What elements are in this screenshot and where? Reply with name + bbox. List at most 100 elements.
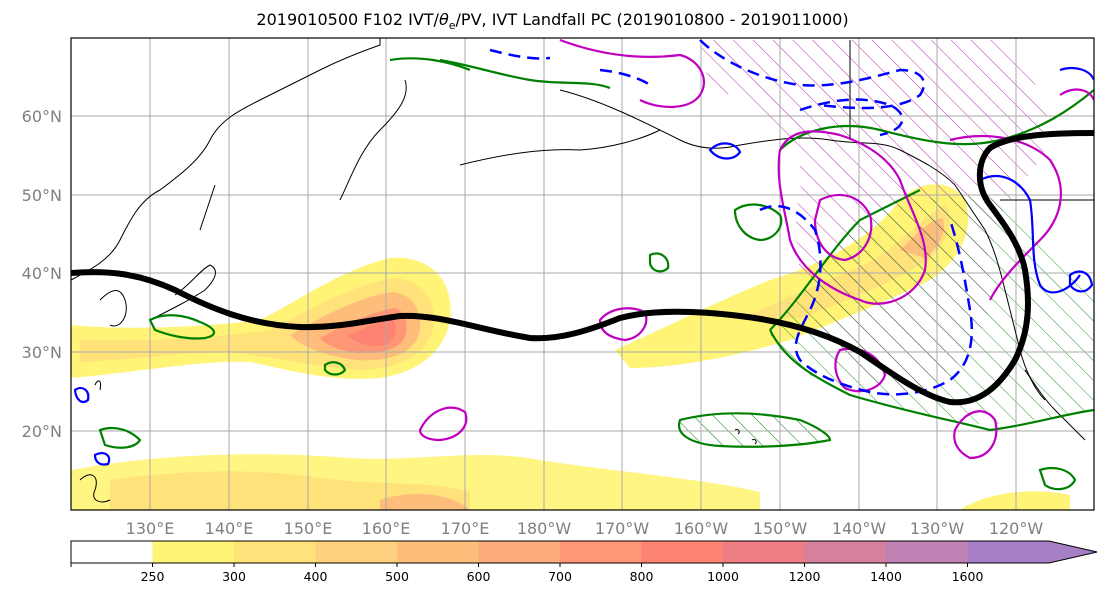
colorbar-segment bbox=[641, 541, 724, 563]
pv-contour-north bbox=[559, 38, 706, 109]
lon-label-150w: 150°W bbox=[753, 519, 808, 538]
colorbar-segment bbox=[723, 541, 805, 563]
hatch-green-east-pacific bbox=[679, 413, 830, 447]
pv-contour-mid bbox=[598, 307, 648, 342]
pv-contour-south bbox=[834, 347, 887, 393]
theta-e-contour-ne bbox=[779, 89, 1094, 151]
colorbar: 250 300 400 500 600 700 800 1000 1200 1400 1600 bbox=[70, 540, 1098, 584]
coast-taiwan bbox=[94, 380, 101, 391]
colorbar-label: 1200 bbox=[789, 569, 821, 584]
theta-e-contour-small1 bbox=[323, 361, 347, 376]
colorbar-segment bbox=[397, 541, 479, 563]
lon-label-140w: 140°W bbox=[832, 519, 887, 538]
coast-kamchatka bbox=[339, 79, 407, 201]
lat-label-40n: 40°N bbox=[22, 264, 62, 283]
coast-na-west bbox=[954, 184, 1046, 401]
theta-e-contour-epac bbox=[677, 412, 832, 448]
blue-contour-wpac bbox=[93, 452, 111, 466]
dashed-contour-north bbox=[699, 39, 926, 110]
pv-contour-east bbox=[949, 134, 1062, 301]
lon-label-180w: 180°W bbox=[517, 519, 572, 538]
coast-hawaii bbox=[734, 429, 757, 445]
colorbar-segment bbox=[315, 541, 398, 563]
pv-contour-inner bbox=[813, 193, 873, 262]
colorbar-segment bbox=[234, 541, 316, 563]
coast-sakhalin bbox=[199, 184, 216, 231]
lon-label-160e: 160°E bbox=[362, 519, 411, 538]
map-frame bbox=[70, 37, 1095, 511]
colorbar-segment bbox=[560, 541, 642, 563]
blue-contour-sw bbox=[1068, 270, 1094, 293]
theta-e-contour-tropics bbox=[98, 426, 142, 449]
colorbar-segment bbox=[71, 541, 153, 563]
lon-label-150e: 150°E bbox=[284, 519, 333, 538]
map-title: 2019010500 F102 IVT/θe/PV, IVT Landfall … bbox=[256, 10, 849, 33]
pv-contour-main bbox=[777, 130, 927, 305]
colorbar-outline bbox=[70, 540, 1098, 564]
theta-e-contour-coast bbox=[769, 189, 921, 331]
colorbar-segment bbox=[967, 541, 1097, 563]
lat-label-20n: 20°N bbox=[22, 422, 62, 441]
theta-e-contour-hatch bbox=[769, 329, 1094, 432]
dashed-contour-ne bbox=[799, 98, 904, 137]
ivt-patch-se bbox=[960, 491, 1070, 510]
blue-solid-contours bbox=[73, 66, 1094, 466]
lon-label-170e: 170°E bbox=[441, 519, 490, 538]
lon-label-140e: 140°E bbox=[205, 519, 254, 538]
colorbar-segment bbox=[152, 541, 235, 563]
lon-label-170w: 170°W bbox=[595, 519, 650, 538]
colorbar-label: 300 bbox=[222, 569, 246, 584]
theta-e-contour-sw bbox=[1038, 466, 1077, 491]
ivt-west-plume-5 bbox=[348, 320, 396, 346]
coast-aleutians bbox=[459, 129, 661, 166]
landfall-pc-contour bbox=[71, 130, 1094, 406]
pv-contour-trop1 bbox=[418, 406, 468, 442]
coast-korea bbox=[99, 290, 127, 327]
lon-label-120w: 120°W bbox=[989, 519, 1044, 538]
lat-label-60n: 60°N bbox=[22, 107, 62, 126]
dashed-contour-nw bbox=[489, 48, 651, 87]
coast-philippines bbox=[79, 474, 111, 503]
theta-e-contour-wpac bbox=[148, 314, 216, 340]
colorbar-label: 250 bbox=[141, 569, 165, 584]
colorbar-segment bbox=[804, 541, 887, 563]
coast-baja bbox=[1024, 369, 1086, 441]
pv-contour-trop2 bbox=[953, 410, 998, 460]
theta-e-contour-north bbox=[389, 57, 611, 90]
map-area bbox=[71, 38, 1094, 510]
lon-label-160w: 160°W bbox=[674, 519, 729, 538]
colorbar-segment bbox=[886, 541, 968, 563]
colorbar-segment bbox=[478, 541, 561, 563]
colorbar-label: 1000 bbox=[707, 569, 739, 584]
blue-contour-ne bbox=[1059, 66, 1094, 81]
blue-contour-alaska bbox=[708, 142, 742, 160]
blue-contour-coast bbox=[979, 175, 1081, 294]
lat-label-30n: 30°N bbox=[22, 343, 62, 362]
colorbar-label: 1400 bbox=[870, 569, 902, 584]
ivt-tropical-core2 bbox=[380, 494, 470, 510]
blue-contour-west bbox=[73, 386, 90, 404]
pv-contours bbox=[418, 38, 1094, 460]
coast-japan bbox=[149, 264, 216, 321]
gridlines bbox=[71, 38, 1094, 510]
lat-labels: 60°N 50°N 40°N 30°N 20°N bbox=[22, 107, 62, 441]
lon-label-130e: 130°E bbox=[126, 519, 175, 538]
colorbar-label: 400 bbox=[304, 569, 328, 584]
lon-labels: 130°E 140°E 150°E 160°E 170°E 180°W 170°… bbox=[126, 519, 1044, 538]
colorbar-label: 1600 bbox=[952, 569, 984, 584]
lon-label-130w: 130°W bbox=[910, 519, 965, 538]
theta-e-contour-small2 bbox=[648, 252, 670, 273]
theta-e-contours bbox=[98, 57, 1094, 491]
colorbar-label: 700 bbox=[548, 569, 572, 584]
colorbar-label: 800 bbox=[630, 569, 654, 584]
colorbar-label: 500 bbox=[385, 569, 409, 584]
theta-e-contour-small3 bbox=[733, 203, 783, 242]
coast-asia bbox=[71, 38, 381, 281]
coastlines bbox=[71, 38, 1094, 503]
coast-alaska bbox=[559, 89, 956, 186]
lat-label-50n: 50°N bbox=[22, 186, 62, 205]
pv-contour-ne2 bbox=[1059, 88, 1094, 101]
colorbar-label: 600 bbox=[467, 569, 491, 584]
dashed-contours bbox=[489, 39, 974, 396]
